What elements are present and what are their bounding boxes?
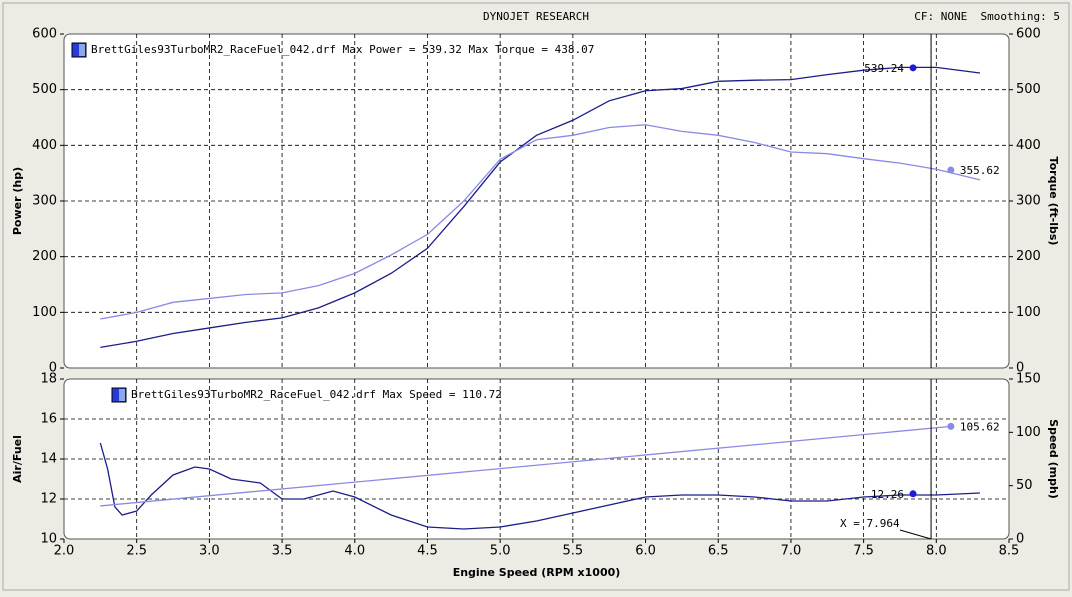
marker-label: 355.62 — [960, 164, 1000, 177]
y2-tick-label: 150 — [1016, 372, 1041, 387]
y2-tick-label: 400 — [1016, 138, 1041, 153]
value-marker — [909, 64, 917, 72]
x-tick-label: 6.0 — [635, 544, 656, 559]
y2-tick-label: 100 — [1016, 425, 1041, 440]
y2-tick-label: 200 — [1016, 249, 1041, 264]
cursor-leader — [899, 529, 932, 540]
x-tick-label: 2.0 — [54, 544, 75, 559]
x-axis-title: Engine Speed (RPM x1000) — [453, 566, 621, 579]
y-tick-label: 10 — [40, 532, 57, 547]
series-line — [100, 425, 951, 507]
legend-swatch-hi — [119, 389, 125, 401]
y-tick-label: 12 — [40, 492, 57, 507]
value-marker — [947, 166, 955, 174]
marker-label: 12.26 — [871, 488, 904, 501]
y2-axis-title: Torque (ft-lbs) — [1047, 157, 1060, 246]
x-tick-label: 3.0 — [199, 544, 220, 559]
x-tick-label: 7.5 — [853, 544, 874, 559]
marker-label: 539.24 — [864, 62, 904, 75]
x-tick-label: 5.5 — [563, 544, 584, 559]
y-tick-label: 200 — [32, 249, 57, 264]
legend-text: BrettGiles93TurboMR2_RaceFuel_042.drf Ma… — [131, 388, 502, 401]
y-tick-label: 400 — [32, 138, 57, 153]
y2-axis-title: Speed (mph) — [1047, 419, 1060, 499]
y2-tick-label: 50 — [1016, 478, 1033, 493]
value-marker — [947, 422, 955, 430]
y-tick-label: 0 — [49, 361, 57, 376]
y-tick-label: 600 — [32, 27, 57, 42]
y-axis-title: Air/Fuel — [11, 435, 24, 483]
series-line — [100, 66, 981, 349]
series-line — [99, 442, 980, 530]
y-tick-label: 16 — [40, 412, 57, 427]
series-line — [100, 124, 981, 320]
y-tick-label: 100 — [32, 305, 57, 320]
y2-tick-label: 0 — [1016, 361, 1024, 376]
y-tick-label: 18 — [40, 372, 57, 387]
x-tick-label: 5.0 — [490, 544, 511, 559]
y-axis-title: Power (hp) — [11, 167, 24, 235]
legend-swatch-hi — [79, 44, 85, 56]
y2-tick-label: 100 — [1016, 305, 1041, 320]
y-tick-label: 500 — [32, 82, 57, 97]
header-settings: CF: NONE Smoothing: 5 — [914, 10, 1060, 23]
x-tick-label: 7.0 — [781, 544, 802, 559]
x-tick-label: 3.5 — [272, 544, 293, 559]
y2-tick-label: 500 — [1016, 82, 1041, 97]
y2-tick-label: 600 — [1016, 27, 1041, 42]
y2-tick-label: 0 — [1016, 532, 1024, 547]
y2-tick-label: 300 — [1016, 194, 1041, 209]
marker-label: 105.62 — [960, 420, 1000, 433]
header-title: DYNOJET RESEARCH — [483, 10, 589, 23]
cursor-label: X = 7.964 — [840, 517, 900, 530]
x-tick-label: 6.5 — [708, 544, 729, 559]
y-tick-label: 14 — [40, 452, 57, 467]
legend-text: BrettGiles93TurboMR2_RaceFuel_042.drf Ma… — [91, 43, 594, 56]
x-tick-label: 4.0 — [344, 544, 365, 559]
x-tick-label: 2.5 — [126, 544, 147, 559]
y-tick-label: 300 — [32, 194, 57, 209]
x-tick-label: 8.0 — [926, 544, 947, 559]
x-tick-label: 4.5 — [417, 544, 438, 559]
value-marker — [909, 490, 917, 498]
x-tick-label: 8.5 — [999, 544, 1020, 559]
